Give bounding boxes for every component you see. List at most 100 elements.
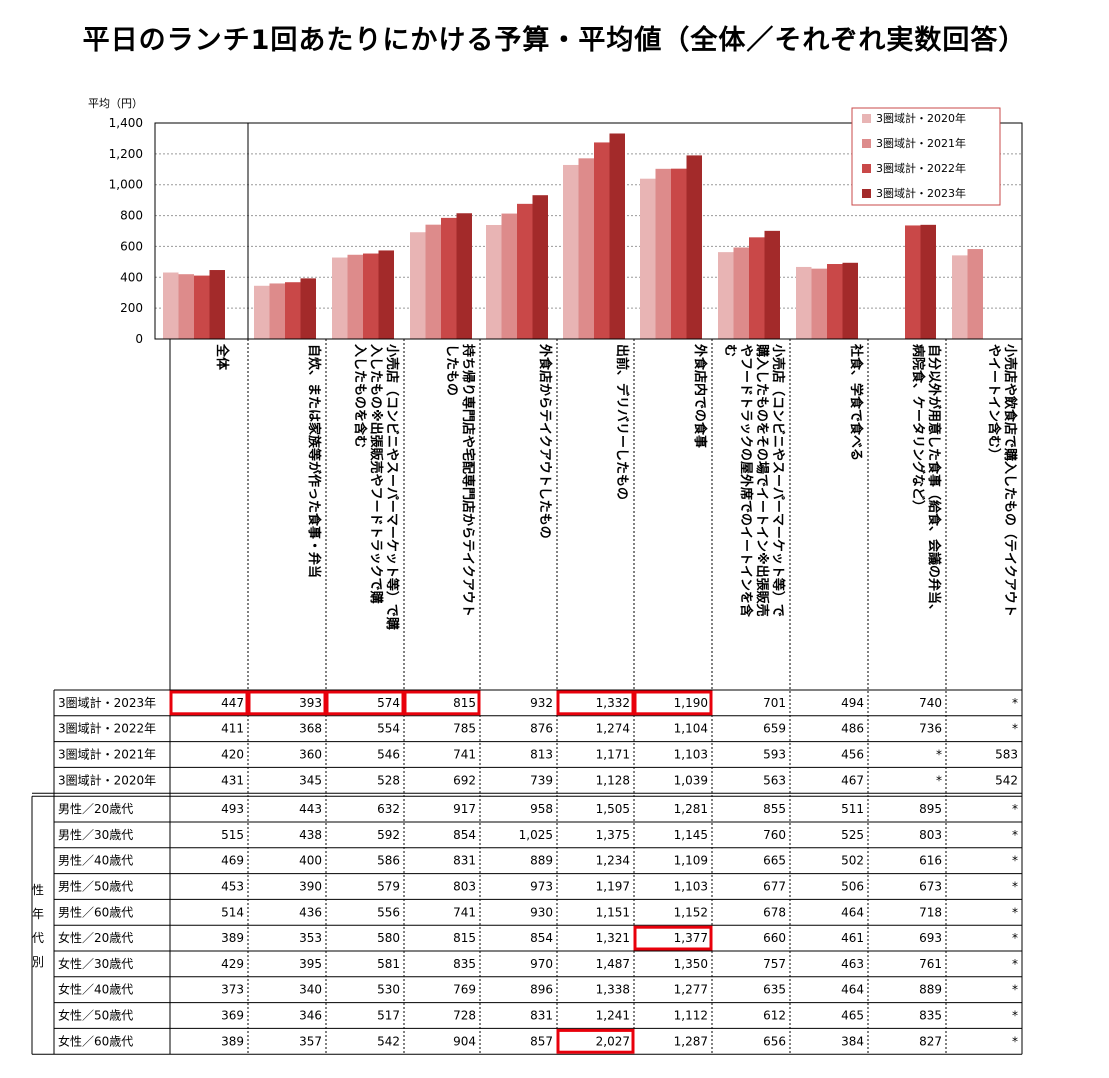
table-cell: 1,338 xyxy=(596,983,630,997)
group-label: 年 xyxy=(32,907,44,921)
table-cell: 580 xyxy=(377,931,400,945)
y-axis-label: 平均（円） xyxy=(88,97,143,110)
table-cell: 835 xyxy=(919,1009,942,1023)
table-cell: 665 xyxy=(763,854,786,868)
table-cell: 757 xyxy=(763,957,786,971)
table-cell: * xyxy=(1012,802,1018,816)
table-cell: 581 xyxy=(377,957,400,971)
table-cell: 563 xyxy=(763,773,786,787)
table-cell: 854 xyxy=(530,931,553,945)
table-cell: 373 xyxy=(221,983,244,997)
table-cell: 1,151 xyxy=(596,905,630,919)
table-cell: 411 xyxy=(221,722,244,736)
table-cell: 815 xyxy=(453,696,476,710)
table-cell: 431 xyxy=(221,773,244,787)
bar xyxy=(486,224,502,339)
table-cell: 546 xyxy=(377,748,400,762)
row-label: 女性／50歳代 xyxy=(58,1008,133,1023)
table-cell: 592 xyxy=(377,828,400,842)
bar xyxy=(733,247,749,339)
row-label: 男性／20歳代 xyxy=(58,802,133,816)
bar xyxy=(811,268,827,339)
table-cell: 1,190 xyxy=(674,696,708,710)
bar xyxy=(594,142,610,339)
table-cell: 761 xyxy=(919,957,942,971)
category-label: 購入したものをその場でイートイン※出張販売 xyxy=(754,343,770,617)
bar xyxy=(609,133,625,339)
table-cell: 741 xyxy=(453,905,476,919)
y-tick-label: 200 xyxy=(120,301,143,315)
highlight-box xyxy=(403,690,481,716)
table-cell: 1,103 xyxy=(674,748,708,762)
row-label: 男性／50歳代 xyxy=(58,880,133,894)
y-tick-label: 0 xyxy=(135,332,143,346)
table-cell: 586 xyxy=(377,854,400,868)
y-tick-label: 800 xyxy=(120,209,143,223)
row-label: 男性／30歳代 xyxy=(58,828,133,842)
table-cell: 438 xyxy=(299,828,322,842)
table-cell: 1,025 xyxy=(519,828,553,842)
table-cell: * xyxy=(1012,828,1018,842)
bar xyxy=(254,285,270,339)
highlight-box xyxy=(247,690,327,716)
table-cell: 896 xyxy=(530,983,553,997)
table-cell: 889 xyxy=(530,854,553,868)
bar xyxy=(517,203,533,339)
table-cell: 436 xyxy=(299,905,322,919)
table-cell: 461 xyxy=(841,931,864,945)
table-cell: 447 xyxy=(221,696,244,710)
table-cell: 1,104 xyxy=(674,722,708,736)
table-cell: 389 xyxy=(221,1034,244,1048)
group-label: 代 xyxy=(32,931,44,945)
category-label: 小売店（コンビニやスーパーマーケット等）で購 xyxy=(384,344,400,630)
y-tick-label: 400 xyxy=(120,270,143,284)
highlight-box xyxy=(556,690,635,716)
table-cell: * xyxy=(1012,931,1018,945)
table-cell: 616 xyxy=(919,854,942,868)
table-cell: 393 xyxy=(299,696,322,710)
row-label: 女性／40歳代 xyxy=(58,982,133,997)
bar xyxy=(563,164,579,339)
y-tick-label: 600 xyxy=(120,239,143,253)
table-cell: 857 xyxy=(530,1034,553,1048)
table-cell: 1,234 xyxy=(596,854,630,868)
table-cell: 785 xyxy=(453,722,476,736)
chart-title: 平日のランチ1回あたりにかける予算・平均値（全体／それぞれ実数回答） xyxy=(82,25,1027,56)
highlight-box xyxy=(169,690,249,716)
table-cell: 467 xyxy=(841,773,864,787)
bar xyxy=(425,224,441,339)
table-cell: 678 xyxy=(763,905,786,919)
category-label: したもの xyxy=(444,344,459,396)
table-cell: 831 xyxy=(530,1009,553,1023)
table-cell: 346 xyxy=(299,1009,322,1023)
table-cell: 769 xyxy=(453,983,476,997)
table-cell: 389 xyxy=(221,931,244,945)
table-cell: 542 xyxy=(377,1034,400,1048)
table-cell: 632 xyxy=(377,802,400,816)
table-cell: 1,332 xyxy=(596,696,630,710)
table-cell: 453 xyxy=(221,880,244,894)
table-cell: 718 xyxy=(919,905,942,919)
table-cell: 390 xyxy=(299,880,322,894)
table-cell: 554 xyxy=(377,722,400,736)
table-cell: 574 xyxy=(377,696,400,710)
table-cell: 340 xyxy=(299,983,322,997)
table-cell: 1,039 xyxy=(674,773,708,787)
table-grid xyxy=(31,339,1023,1055)
bar xyxy=(686,155,702,339)
table-cell: 360 xyxy=(299,748,322,762)
bar xyxy=(905,225,921,339)
table-cell: * xyxy=(936,748,942,762)
bar xyxy=(532,195,548,339)
category-label: 入したものを含む xyxy=(352,344,368,448)
table-cell: 854 xyxy=(453,828,476,842)
legend-swatch xyxy=(862,114,871,123)
highlight-box xyxy=(325,690,405,716)
category-label: 入したもの※出張販売やフードトラックで購 xyxy=(368,344,384,604)
bar xyxy=(640,178,656,339)
row-label: 3圏域計・2023年 xyxy=(58,695,156,710)
table-cell: 876 xyxy=(530,722,553,736)
category-label: む xyxy=(722,344,737,357)
table-cell: 692 xyxy=(453,773,476,787)
